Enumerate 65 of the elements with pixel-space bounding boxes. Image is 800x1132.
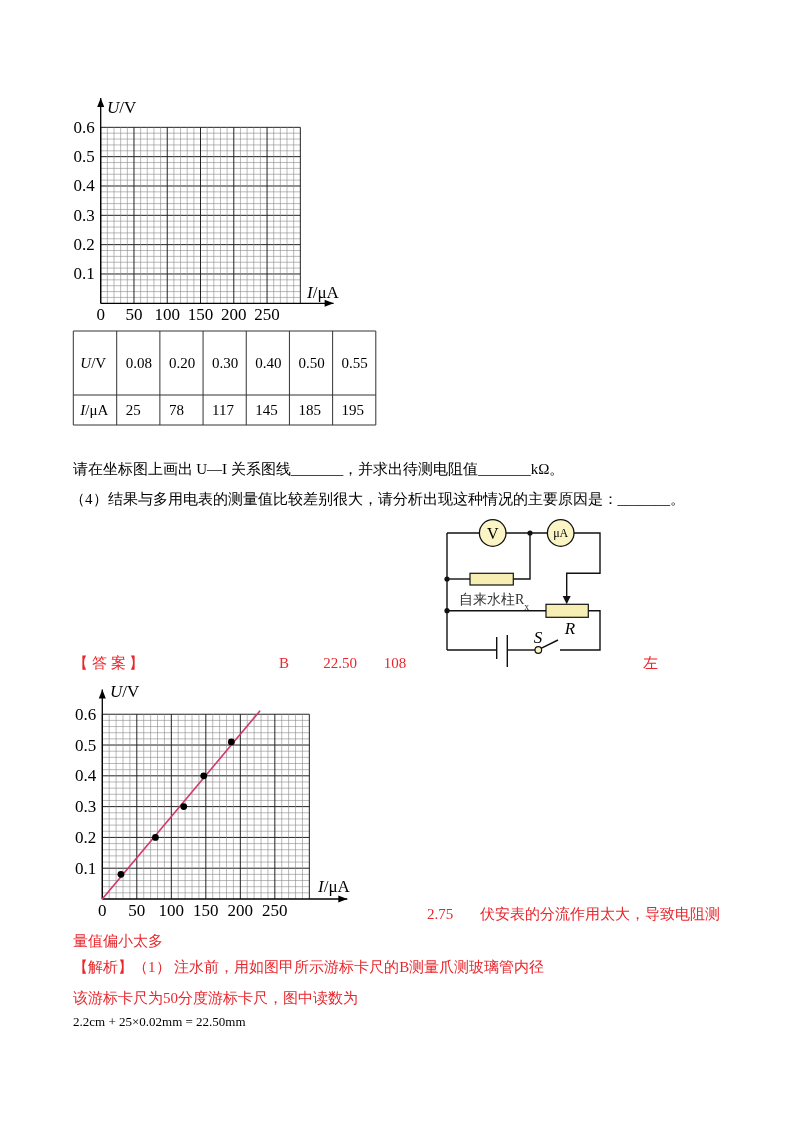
x-tick-label: 150	[187, 305, 214, 325]
text: 【解析】（1） 注水前，用如图甲所示游标卡尺的B测量爪测玻璃管内径	[73, 959, 545, 975]
text: V	[486, 524, 499, 542]
text: 0.08	[125, 355, 152, 371]
text: 0.30	[212, 355, 239, 371]
text: 0.40	[255, 355, 282, 371]
x-tick-label: 150	[193, 901, 219, 920]
text: μA	[553, 526, 569, 540]
text: 78	[168, 402, 184, 418]
text: 2.2cm + 25×0.02mm = 22.50mm	[73, 1014, 246, 1029]
y-tick-label: 0.4	[73, 176, 96, 196]
y-tick-label: 0.6	[75, 704, 97, 724]
text: 伏安表的分流作用太大，导致电阻测	[480, 906, 720, 922]
y-tick-label: 0.5	[75, 735, 97, 755]
text: 2.75	[427, 906, 454, 922]
text: 【 答 案 】	[73, 655, 145, 671]
x-tick-label: 250	[262, 901, 288, 920]
point	[152, 834, 159, 841]
point	[117, 870, 125, 878]
text: 该游标卡尺为50分度游标卡尺，图中读数为	[73, 990, 358, 1006]
y-tick-label: 0.3	[73, 205, 95, 225]
y-axis-title: U/V	[107, 98, 137, 117]
y-tick-label: 0.2	[73, 235, 95, 255]
x-tick-label: 100	[158, 901, 185, 920]
x-tick-label: 0	[98, 901, 107, 920]
x-tick-label: 200	[227, 901, 254, 920]
text: 195	[341, 402, 365, 418]
x-axis-title: I/μA	[306, 283, 340, 302]
text: B	[278, 655, 290, 671]
text: （4）结果与多用电表的测量值比较差别很大，请分析出现这种情况的主要原因是：_______。	[70, 491, 685, 507]
x-tick-label: 50	[128, 901, 146, 920]
y-tick-label: 0.1	[75, 858, 97, 878]
text: 自来水柱R$_{x}$	[459, 592, 530, 612]
text: 117	[212, 402, 235, 418]
text: 185	[298, 402, 321, 418]
y-tick-label: 0.5	[73, 147, 95, 167]
y-axis-title: U/V	[110, 682, 140, 701]
y-tick-label: 0.3	[75, 797, 97, 817]
x-tick-label: 50	[125, 305, 143, 325]
y-tick-label: 0.4	[75, 766, 97, 786]
point	[227, 738, 235, 746]
point	[180, 803, 188, 811]
text: R	[563, 618, 576, 638]
text: 25	[125, 402, 141, 418]
text: 0.50	[298, 355, 325, 371]
y-tick-label: 0.2	[75, 827, 97, 847]
x-axis-title: I/μA	[317, 877, 351, 896]
y-tick-label: 0.6	[73, 117, 95, 137]
text: 0.55	[341, 355, 368, 371]
text: S	[533, 627, 543, 647]
text: 145	[255, 402, 278, 418]
point	[200, 772, 208, 780]
x-tick-label: 200	[221, 305, 247, 325]
category-label: I/μA	[80, 402, 109, 418]
x-tick-label: 250	[254, 305, 280, 325]
text: 0.20	[168, 355, 196, 371]
text: 108	[383, 655, 407, 671]
text: 左	[642, 655, 658, 671]
text: 22.50	[323, 655, 357, 671]
x-tick-label: 100	[154, 305, 180, 325]
category-label: U/V	[80, 355, 107, 371]
text: 请在坐标图上画出 U—I 关系图线_______，并求出待测电阻值_______kΩ。	[72, 461, 565, 477]
text: 量值偏小太多	[73, 933, 163, 949]
y-tick-label: 0.1	[73, 264, 95, 284]
x-tick-label: 0	[96, 305, 105, 325]
